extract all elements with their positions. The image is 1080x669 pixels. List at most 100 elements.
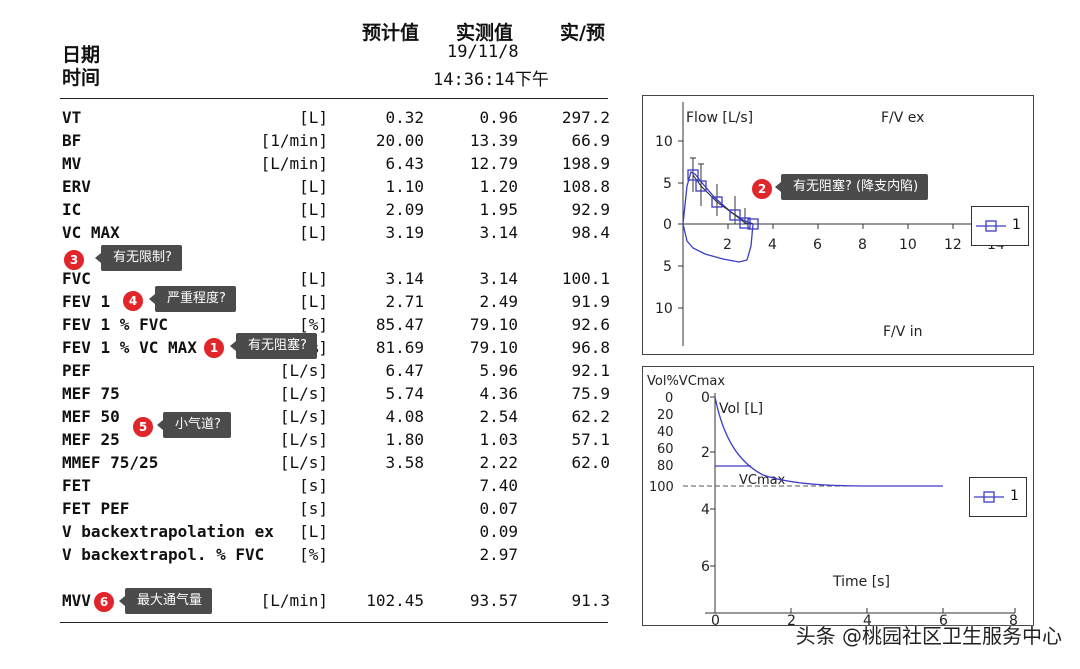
row-measured: 93.57 (469, 591, 518, 610)
row-label: IC (62, 200, 82, 219)
row-predicted: 3.58 (385, 453, 424, 472)
vt-vol-tick: 0 (701, 390, 710, 406)
fv-y-tick: 0 (663, 217, 672, 233)
row-unit: [L] (299, 108, 328, 127)
row-ratio: 92.9 (571, 200, 610, 219)
row-predicted: 102.45 (366, 591, 424, 610)
watermark: 头条 @桃园社区卫生服务中心 (795, 624, 1062, 648)
callout-3: 有无限制? (95, 245, 182, 271)
vt-x-tick: 2 (787, 613, 796, 625)
fv-y-tick: 5 (663, 176, 672, 192)
row-measured: 5.96 (479, 361, 518, 380)
date-label: 日期 (62, 44, 101, 66)
fv-x-tick: 6 (813, 237, 822, 253)
fv-y-tick: 5 (663, 259, 672, 275)
row-ratio: 297.2 (561, 108, 610, 127)
row-label: MVV (62, 591, 91, 610)
row-label: V backextrapolation ex (62, 522, 274, 541)
vt-x-label: Time [s] (832, 574, 890, 590)
row-label: VC MAX (62, 223, 120, 242)
row-unit: [L] (299, 292, 328, 311)
row-measured: 2.49 (479, 292, 518, 311)
vt-legend-label: 1 (1010, 488, 1019, 504)
fv-x-tick: 4 (768, 237, 777, 253)
callout-2: 有无阻塞? (降支内陷) (774, 174, 929, 200)
row-label: FEV 1 % VC MAX (62, 338, 197, 357)
row-label: VT (62, 108, 82, 127)
row-measured: 1.20 (479, 177, 518, 196)
row-unit: [L] (299, 200, 328, 219)
row-predicted: 2.71 (385, 292, 424, 311)
vt-title: Vol%VCmax (647, 374, 725, 389)
row-unit: [L] (299, 223, 328, 242)
row-unit: [L/s] (279, 430, 328, 449)
row-unit: [L/s] (279, 407, 328, 426)
callout-badge-4: 4 (122, 290, 144, 312)
row-label: V backextrapol. % FVC (62, 545, 265, 564)
row-unit: [%] (299, 545, 328, 564)
time-value: 14:36:14下午 (433, 70, 549, 90)
vt-pct-tick: 80 (657, 459, 674, 474)
callout-badge-6: 6 (93, 591, 115, 613)
row-predicted: 81.69 (375, 338, 424, 357)
row-unit: [s] (299, 476, 328, 495)
fv-x-tick: 8 (858, 237, 867, 253)
row-predicted: 3.19 (385, 223, 424, 242)
row-predicted: 85.47 (375, 315, 424, 334)
fv-predicted-line (692, 174, 754, 225)
callout-4: 严重程度? (149, 286, 236, 312)
row-ratio: 198.9 (561, 154, 610, 173)
row-label: BF (62, 131, 82, 150)
row-label: MEF 25 (62, 430, 120, 449)
row-label: ERV (62, 177, 91, 196)
row-measured: 79.10 (469, 338, 518, 357)
fv-legend-swatch (976, 220, 1006, 232)
vt-curve (714, 396, 943, 487)
row-unit: [L/s] (279, 453, 328, 472)
callout-5: 小气道? (157, 412, 231, 438)
vt-pct-tick: 40 (657, 425, 674, 440)
fv-markers (687, 169, 759, 230)
vt-vol-tick: 2 (701, 445, 710, 461)
row-measured: 79.10 (469, 315, 518, 334)
row-unit: [L/s] (279, 361, 328, 380)
fv-top-label: F/V ex (881, 110, 924, 126)
row-label: FET (62, 476, 91, 495)
row-label: MMEF 75/25 (62, 453, 159, 472)
callout-badge-1: 1 (203, 337, 225, 359)
row-ratio: 100.1 (561, 269, 610, 288)
row-label: MEF 50 (62, 407, 120, 426)
row-measured: 3.14 (479, 223, 518, 242)
row-predicted: 20.00 (375, 131, 424, 150)
header-divider (60, 98, 608, 99)
row-measured: 12.79 (469, 154, 518, 173)
vt-vcmax-label: VCmax (739, 473, 786, 488)
row-ratio: 91.9 (571, 292, 610, 311)
row-ratio: 92.1 (571, 361, 610, 380)
fv-bottom-label: F/V in (883, 324, 923, 340)
row-measured: 2.54 (479, 407, 518, 426)
callout-1: 有无阻塞? (230, 333, 317, 359)
row-measured: 13.39 (469, 131, 518, 150)
fv-y-label: Flow [L/s] (686, 110, 753, 126)
fv-expiratory-curve (682, 171, 754, 225)
volume-time-panel: Vol%VCmax 0 20 40 60 80 100 0 2 4 6 0 2 … (642, 366, 1034, 626)
fv-y-tick: 10 (655, 301, 673, 317)
row-predicted: 1.10 (385, 177, 424, 196)
row-measured: 1.03 (479, 430, 518, 449)
row-measured: 2.97 (479, 545, 518, 564)
vt-legend-swatch (974, 491, 1004, 503)
row-unit: [%] (299, 315, 328, 334)
vt-vol-tick: 6 (701, 559, 710, 575)
row-ratio: 108.8 (561, 177, 610, 196)
fv-legend: 1 (971, 206, 1029, 246)
row-measured: 0.09 (479, 522, 518, 541)
vt-x-tick: 6 (939, 613, 948, 625)
flow-volume-panel: 10 5 0 5 10 2 4 6 8 10 12 14 Flow [L/s] … (642, 95, 1034, 355)
row-ratio: 91.3 (571, 591, 610, 610)
table-bottom-divider (60, 622, 608, 623)
row-ratio: 96.8 (571, 338, 610, 357)
col-header-predicted: 预计值 (362, 22, 420, 44)
row-label: FET PEF (62, 499, 130, 518)
row-predicted: 0.32 (385, 108, 424, 127)
